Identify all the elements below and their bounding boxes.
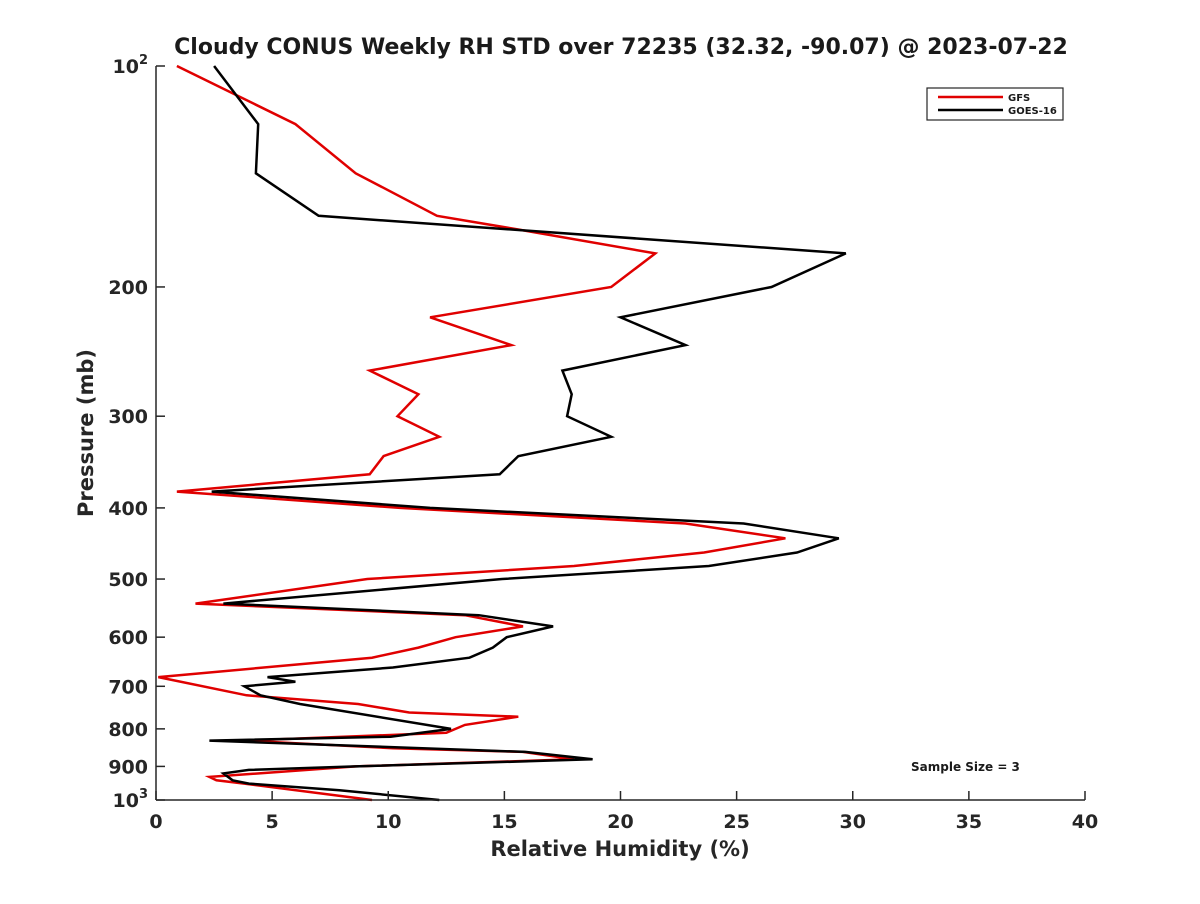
sample-size-annotation: Sample Size = 3 (911, 760, 1020, 774)
x-tick-label: 40 (1072, 811, 1098, 833)
legend-box (926, 87, 1064, 121)
plot-area (158, 64, 847, 802)
y-ticks: 102 200 300 400 500 600 700 800 900 103 (108, 53, 165, 812)
x-tick-label: 25 (723, 811, 749, 833)
y-tick-label: 400 (108, 498, 148, 520)
axes (155, 66, 1085, 801)
x-tick-label: 15 (491, 811, 517, 833)
y-tick-label: 700 (108, 676, 148, 698)
y-tick-label: 300 (108, 406, 148, 428)
legend-label-goes16: GOES-16 (1008, 106, 1057, 117)
x-tick-label: 10 (375, 811, 401, 833)
y-tick-label: 500 (108, 569, 148, 591)
y-tick-label: 102 (113, 53, 149, 78)
x-tick-label: 30 (840, 811, 866, 833)
legend-label-gfs: GFS (1008, 93, 1030, 104)
x-tick-label: 20 (607, 811, 633, 833)
y-axis-label: Pressure (mb) (74, 349, 98, 517)
y-tick-label: 600 (108, 627, 148, 649)
x-axis-label: Relative Humidity (%) (490, 837, 749, 861)
legend: GFS GOES-16 (926, 87, 1064, 121)
series-line-goes16 (209, 65, 847, 802)
y-tick-label: 103 (113, 787, 149, 812)
x-tick-label: 35 (956, 811, 982, 833)
y-tick-label: 200 (108, 277, 148, 299)
chart-title: Cloudy CONUS Weekly RH STD over 72235 (3… (174, 35, 1068, 60)
x-ticks: 0 5 10 15 20 25 30 35 40 (149, 791, 1098, 833)
x-tick-label: 0 (149, 811, 162, 833)
x-tick-label: 5 (266, 811, 279, 833)
y-tick-label: 800 (108, 719, 148, 741)
y-tick-label: 900 (108, 756, 148, 778)
